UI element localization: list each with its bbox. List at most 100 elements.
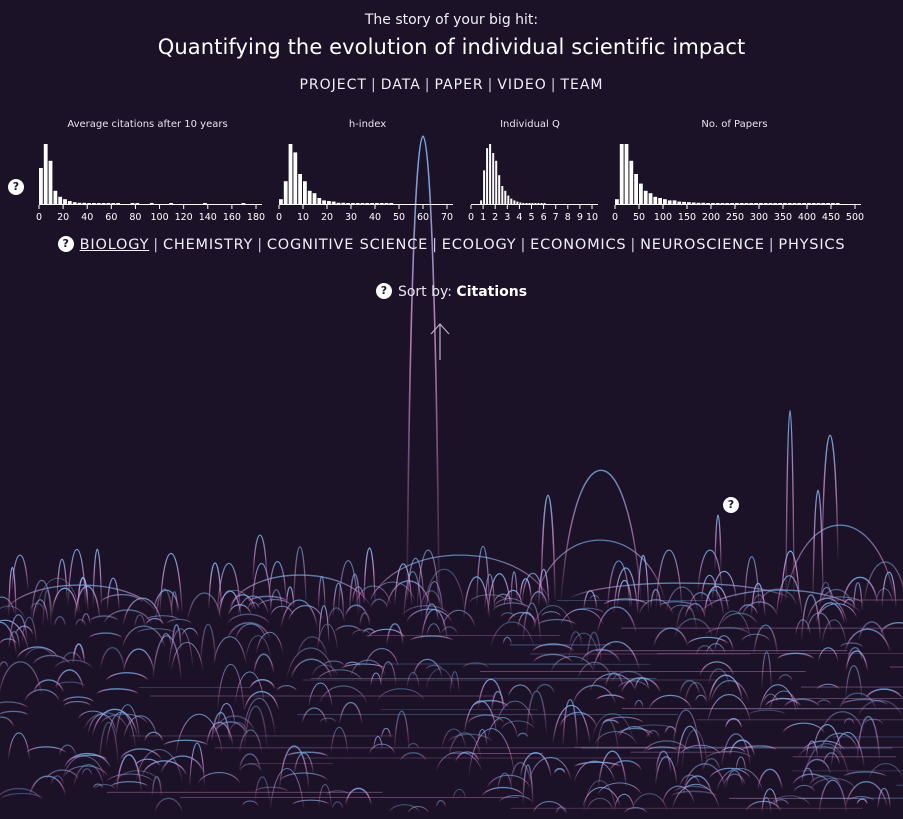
impact-arc [822, 752, 841, 765]
impact-arc [497, 772, 513, 791]
impact-arc [53, 616, 67, 627]
hist-tick-label: 10 [586, 212, 598, 223]
hist-bar [360, 203, 365, 204]
hist-bar [293, 152, 298, 204]
hist-bar [525, 203, 528, 204]
impact-arc [674, 618, 714, 637]
impact-arc [340, 663, 386, 669]
hist-bar [720, 203, 725, 204]
field-ecology[interactable]: ECOLOGY [441, 237, 517, 253]
hist-bar [543, 203, 546, 204]
hist-bar [492, 153, 495, 204]
hist-bar [711, 203, 715, 204]
nav-team-link[interactable]: TEAM [560, 77, 604, 93]
impact-arc [646, 729, 661, 739]
hist-bar [341, 202, 346, 204]
histogram-help-icon[interactable]: ? [8, 179, 24, 195]
hist-tick-label: 500 [846, 212, 864, 223]
field-economics[interactable]: ECONOMICS [530, 237, 627, 253]
impact-arc [447, 733, 493, 743]
hist-bar [483, 170, 486, 204]
impact-arc [500, 720, 536, 730]
hist-bar [510, 198, 513, 204]
impact-arc [700, 575, 719, 601]
hist-bar [279, 199, 283, 204]
impact-arc [308, 682, 333, 707]
hist-tick-label: 40 [369, 212, 381, 223]
nav-data-link[interactable]: DATA [380, 77, 421, 93]
impact-arc [817, 603, 858, 618]
impact-arc [88, 632, 123, 639]
impact-arc [29, 775, 67, 795]
histogram-panel: 0 50 100 150 200 250 300 350 400 450 500 [612, 144, 864, 223]
impact-arc [743, 556, 760, 608]
impact-arc [83, 712, 129, 730]
nav-project-link[interactable]: PROJECT [299, 77, 367, 93]
impact-arc [703, 589, 725, 616]
sort-value-dropdown[interactable]: Citations [456, 284, 528, 300]
impact-arc [541, 611, 562, 617]
impact-arc [476, 546, 490, 606]
field-cognitive-science[interactable]: COGNITIVE SCIENCE [266, 237, 429, 253]
impact-arc [753, 624, 779, 655]
hist-bar [787, 203, 792, 204]
hist-bar [778, 203, 782, 204]
impact-arc [865, 688, 903, 699]
impact-arc [229, 594, 256, 611]
hist-tick-label: 50 [633, 212, 645, 223]
impact-arc [594, 731, 638, 745]
nav-paper-link[interactable]: PAPER [434, 77, 484, 93]
impact-arc [877, 787, 891, 808]
nav-video-link[interactable]: VIDEO [497, 77, 547, 93]
impact-arc [71, 754, 108, 760]
hist-tick-label: 0 [36, 212, 42, 223]
field-physics[interactable]: PHYSICS [778, 237, 846, 253]
field-separator: | [630, 237, 637, 253]
impact-arc [609, 760, 643, 771]
impact-arc [702, 758, 721, 771]
impact-arc [116, 754, 142, 791]
impact-arc [858, 621, 886, 641]
impact-arc [614, 793, 635, 809]
impact-arc [0, 619, 29, 650]
impact-arc [377, 688, 425, 701]
hist-bar [701, 202, 706, 204]
impact-arc [519, 578, 532, 600]
impact-arc [477, 728, 488, 746]
field-biology[interactable]: BIOLOGY [79, 237, 150, 253]
impact-arc [847, 646, 864, 661]
impact-arc [761, 797, 772, 813]
impact-arc [0, 710, 29, 716]
impact-arc [705, 750, 753, 759]
hist-bar [63, 199, 67, 204]
hist-bar [283, 181, 288, 204]
impact-arc [586, 797, 614, 811]
impact-arc [319, 717, 337, 723]
impact-arc [425, 664, 444, 670]
impact-arc [522, 602, 542, 641]
field-neuroscience[interactable]: NEUROSCIENCE [640, 237, 765, 253]
field-help-icon[interactable]: ? [57, 236, 74, 252]
impact-arc [676, 725, 704, 768]
hist-bar [480, 200, 483, 204]
impact-arc [852, 582, 863, 611]
up-arrow-icon[interactable] [430, 323, 450, 360]
impact-arc [406, 558, 425, 599]
hist-bar [522, 203, 525, 204]
impact-arc [29, 602, 45, 610]
sort-help-icon[interactable]: ? [375, 283, 392, 299]
impact-arc [393, 710, 410, 749]
impact-arc [14, 625, 34, 635]
impact-arc [602, 716, 644, 724]
hist-bar [58, 196, 63, 204]
hist-tick-label: 120 [175, 212, 193, 223]
impact-arc [316, 669, 363, 681]
impact-arc [119, 748, 162, 760]
impact-arc [687, 636, 729, 645]
field-chemistry[interactable]: CHEMISTRY [162, 237, 254, 253]
visualization-help-icon[interactable]: ? [723, 497, 739, 513]
impact-arc [857, 699, 903, 717]
impact-arc [705, 626, 751, 635]
hist-bar [331, 201, 336, 204]
